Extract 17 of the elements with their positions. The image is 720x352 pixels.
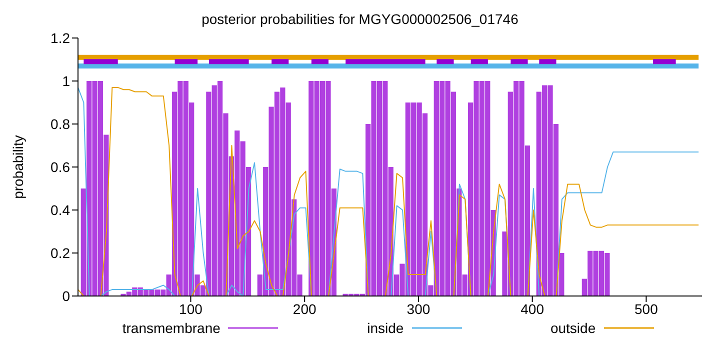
y-axis-title: probability xyxy=(10,135,26,199)
y-tick-label: 0.6 xyxy=(50,158,70,175)
y-tick-label: 0.8 xyxy=(50,116,70,132)
x-tick-label: 500 xyxy=(634,300,658,317)
y-tick-label: 0 xyxy=(62,288,70,304)
y-tick-label: 0.4 xyxy=(50,202,70,218)
x-tick-label: 400 xyxy=(520,300,544,317)
x-tick-label: 100 xyxy=(179,300,203,317)
y-tick-label: 1 xyxy=(62,72,70,89)
chart-title: posterior probabilities for MGYG000002506_01746 xyxy=(200,10,520,29)
y-tick-label: 1.2 xyxy=(50,30,70,46)
legend-label: inside xyxy=(367,320,404,336)
legend-label: transmembrane xyxy=(122,320,220,336)
x-tick-label: 300 xyxy=(406,300,430,317)
x-tick-label: 200 xyxy=(292,300,316,317)
legend-label: outside xyxy=(550,320,596,336)
y-tick-label: 0.2 xyxy=(50,244,70,261)
